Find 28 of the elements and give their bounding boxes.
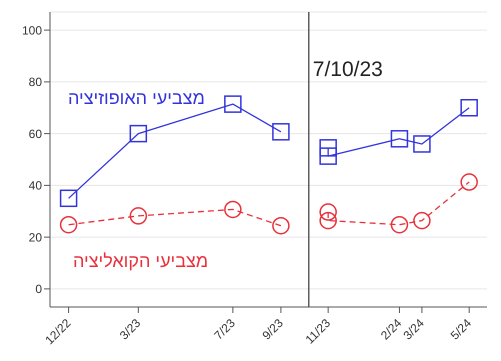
- point: [460, 173, 478, 191]
- series-label: מצביעי האופוזיציה: [68, 88, 205, 109]
- point: [319, 139, 337, 157]
- point: [272, 216, 290, 234]
- y-tick-label: 80: [28, 75, 42, 90]
- point: [224, 95, 242, 113]
- x-tick-label: 7/23: [211, 316, 238, 342]
- point: [390, 130, 408, 148]
- point: [413, 135, 431, 153]
- y-tick-label: 40: [28, 178, 42, 193]
- point: [319, 212, 337, 230]
- point: [272, 123, 290, 141]
- point: [319, 147, 337, 165]
- point: [413, 212, 431, 230]
- point: [319, 203, 337, 221]
- y-tick-label: 60: [28, 126, 42, 141]
- point: [130, 207, 148, 225]
- point: [224, 200, 242, 218]
- y-tick-label: 20: [28, 230, 42, 244]
- y-tick-label: 100: [22, 23, 42, 38]
- point: [460, 98, 478, 116]
- point: [60, 190, 78, 208]
- ref-line-label: 7/10/23: [312, 58, 383, 81]
- series-label: מצביעי הקואליציה: [73, 251, 208, 272]
- point: [390, 216, 408, 234]
- point: [130, 124, 148, 142]
- y-tick-label: 0: [35, 282, 42, 296]
- point: [60, 216, 78, 234]
